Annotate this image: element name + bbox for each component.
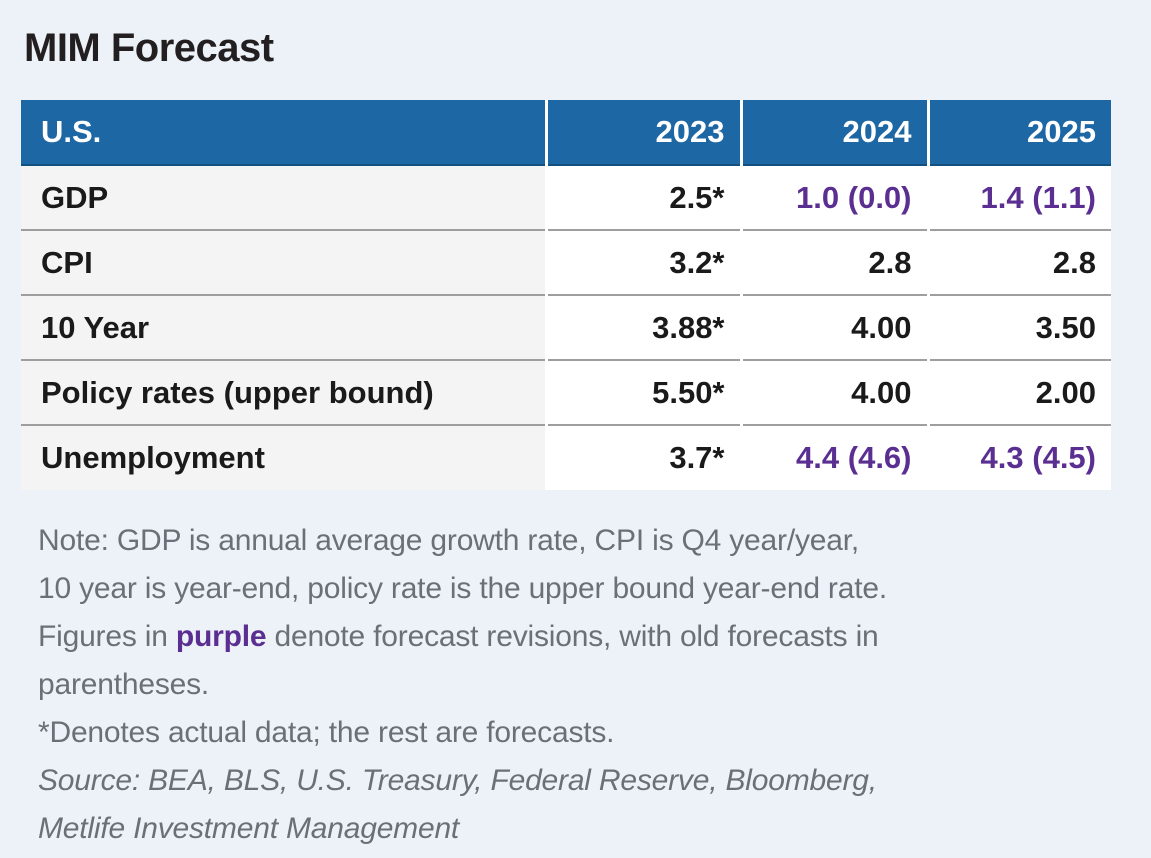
table-row: 10 Year 3.88* 4.00 3.50 [21, 294, 1111, 360]
table-row: Unemployment 3.7* 4.4 (4.6) 4.3 (4.5) [21, 424, 1111, 490]
header-region-label: U.S. [21, 100, 548, 166]
cell-value: 3.88* [546, 294, 743, 360]
note-text-segment: Figures in [38, 620, 176, 653]
footnotes: Note: GDP is annual average growth rate,… [38, 517, 1151, 853]
cell-value: 3.7* [546, 424, 743, 490]
note-line: 10 year is year-end, policy rate is the … [38, 572, 887, 605]
purple-highlight-word: purple [175, 620, 267, 653]
header-year-2024: 2024 [741, 100, 930, 166]
cell-value: 4.3 (4.5) [928, 424, 1111, 490]
cell-value: 2.8 [928, 229, 1111, 295]
note-line: parentheses. [38, 668, 210, 701]
note-text-segment: denote forecast revisions, with old fore… [266, 620, 879, 653]
table-row: GDP 2.5* 1.0 (0.0) 1.4 (1.1) [21, 165, 1111, 230]
table-header-row: U.S. 2023 2024 2025 [21, 100, 1111, 166]
row-label-gdp: GDP [21, 165, 548, 230]
table-row: CPI 3.2* 2.8 2.8 [21, 229, 1111, 295]
table-row: Policy rates (upper bound) 5.50* 4.00 2.… [21, 359, 1111, 425]
cell-value: 5.50* [546, 359, 743, 425]
row-label-policy-rates: Policy rates (upper bound) [21, 359, 548, 425]
cell-value: 3.2* [546, 229, 743, 295]
row-label-cpi: CPI [21, 229, 548, 295]
cell-value: 2.00 [928, 359, 1111, 425]
cell-value: 1.0 (0.0) [741, 165, 930, 230]
row-label-10-year: 10 Year [21, 294, 548, 360]
note-line: Note: GDP is annual average growth rate,… [38, 524, 859, 557]
header-year-2023: 2023 [546, 100, 743, 166]
cell-value: 2.8 [741, 229, 930, 295]
cell-value: 2.5* [546, 165, 743, 230]
cell-value: 3.50 [928, 294, 1111, 360]
note-line: *Denotes actual data; the rest are forec… [38, 716, 615, 749]
cell-value: 4.00 [741, 294, 930, 360]
forecast-figure: MIM Forecast U.S. 2023 2024 2025 GDP 2.5… [0, 26, 1151, 858]
header-year-2025: 2025 [928, 100, 1111, 166]
page-title: MIM Forecast [24, 26, 274, 70]
forecast-table: U.S. 2023 2024 2025 GDP 2.5* 1.0 (0.0) 1… [21, 100, 1111, 490]
note-line: Figures in purple denote forecast revisi… [38, 613, 1151, 661]
cell-value: 1.4 (1.1) [928, 165, 1111, 230]
source-line: Source: BEA, BLS, U.S. Treasury, Federal… [38, 764, 877, 797]
row-label-unemployment: Unemployment [21, 424, 548, 490]
cell-value: 4.4 (4.6) [741, 424, 930, 490]
cell-value: 4.00 [741, 359, 930, 425]
source-line: Metlife Investment Management [38, 812, 460, 845]
